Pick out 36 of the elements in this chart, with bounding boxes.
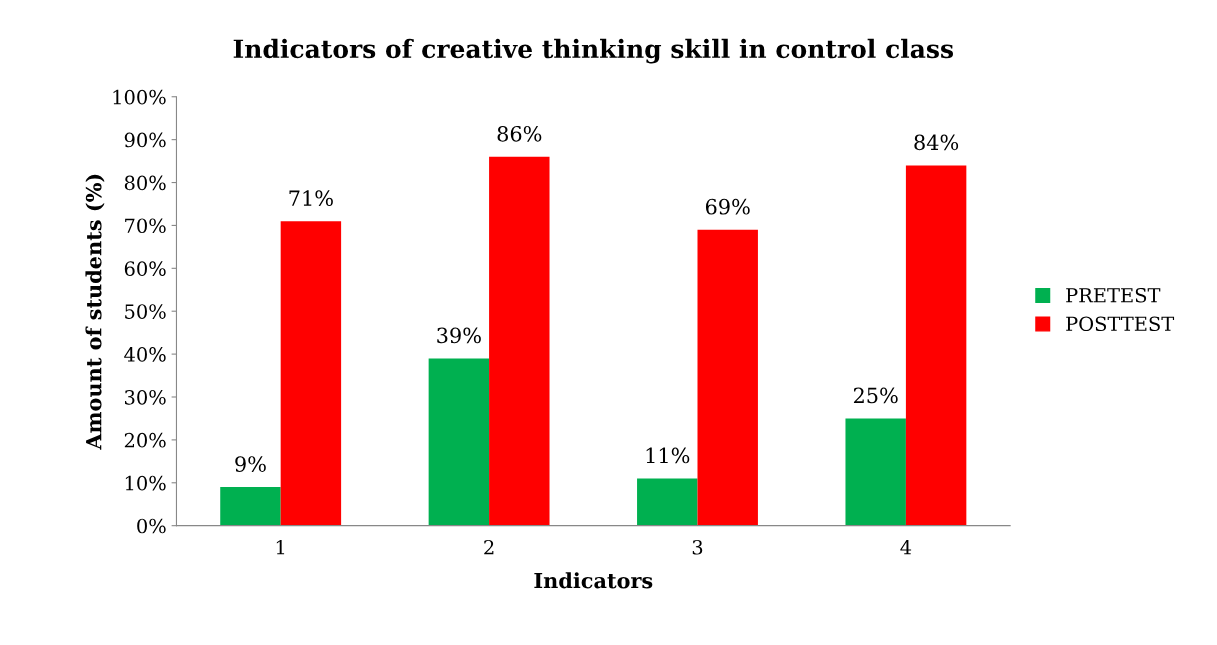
data-label: 9% bbox=[235, 456, 266, 472]
x-axis-title: Indicators bbox=[534, 572, 653, 589]
x-tick-label: 3 bbox=[692, 539, 703, 555]
y-axis-title: Amount of students (%) bbox=[85, 174, 105, 450]
bar bbox=[220, 487, 281, 526]
bar bbox=[905, 165, 967, 526]
x-tick-label: 2 bbox=[484, 539, 494, 555]
data-label: 69% bbox=[705, 198, 750, 215]
y-tick-label: 10% bbox=[125, 475, 166, 491]
x-tick-label: 4 bbox=[900, 539, 912, 555]
data-label: 11% bbox=[646, 447, 690, 464]
bar bbox=[428, 358, 490, 526]
bar bbox=[697, 229, 758, 526]
data-label: 71% bbox=[289, 190, 333, 206]
y-tick-label: 20% bbox=[124, 432, 166, 448]
data-label: 84% bbox=[914, 134, 959, 151]
y-tick-label: 70% bbox=[125, 218, 166, 234]
y-tick-label: 50% bbox=[125, 304, 166, 319]
data-label: 39% bbox=[437, 327, 481, 344]
bar bbox=[637, 478, 698, 526]
y-tick-label: 0% bbox=[137, 518, 166, 534]
y-tick-label: 40% bbox=[124, 347, 166, 362]
y-tick-label: 90% bbox=[124, 132, 166, 148]
legend-label: POSTTEST bbox=[1066, 316, 1175, 332]
y-tick-label: 80% bbox=[124, 175, 166, 191]
data-label: 25% bbox=[853, 387, 898, 404]
y-tick-label: 60% bbox=[124, 261, 166, 276]
bar bbox=[489, 156, 550, 526]
y-tick-label: 30% bbox=[125, 389, 166, 405]
y-tick-label: 100% bbox=[113, 89, 166, 105]
bar bbox=[845, 418, 906, 526]
legend-label: PRETEST bbox=[1066, 287, 1161, 303]
bar bbox=[280, 221, 342, 526]
chart-title: Indicators of creative thinking skill in control class bbox=[233, 38, 954, 64]
x-tick-label: 1 bbox=[276, 539, 285, 555]
data-label: 86% bbox=[497, 125, 542, 142]
